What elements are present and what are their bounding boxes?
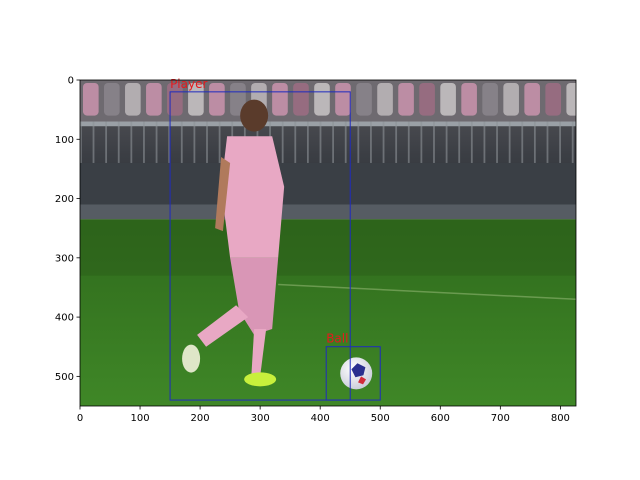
railing-bar (571, 121, 574, 163)
crowd-figure (293, 82, 309, 116)
x-tick-label: 400 (311, 413, 330, 424)
railing-bar (332, 121, 335, 163)
crowd-figure (377, 82, 393, 116)
y-tick-label: 200 (55, 194, 74, 205)
railing-bar (445, 121, 448, 163)
axes-frame (79, 79, 577, 407)
x-tick-label: 500 (371, 413, 390, 424)
x-tick-label: 0 (77, 413, 83, 424)
y-tick-label: 100 (55, 135, 74, 146)
player-shirt (221, 136, 285, 258)
railing-bar (281, 121, 284, 163)
railing-bar (407, 121, 410, 163)
player-leg-left (197, 305, 249, 347)
railing-bar (155, 121, 158, 163)
crowd-figure (104, 82, 120, 116)
crowd-figure (209, 82, 225, 116)
bbox-label-ball: Ball (326, 332, 348, 346)
player-boot-left (182, 344, 201, 373)
player-arm (215, 157, 231, 232)
crowd-figure (545, 82, 561, 116)
railing-bar (105, 121, 108, 163)
railing-bar (206, 121, 208, 163)
x-tick-label: 800 (551, 413, 570, 424)
railing-bar (180, 121, 183, 163)
railing-bar (306, 121, 309, 163)
crowd-figure (440, 82, 456, 116)
crowd-figure (272, 82, 288, 116)
crowd-figure (482, 82, 498, 116)
crowd-figure (125, 82, 141, 116)
ball-pattern (351, 363, 366, 378)
x-tick-label: 600 (431, 413, 450, 424)
player-head (240, 99, 269, 132)
crowd-figure (461, 82, 477, 116)
ball-pattern-red (358, 376, 367, 385)
railing-bar (168, 121, 171, 163)
y-tick-label: 500 (55, 372, 74, 383)
crowd-figure (167, 82, 183, 116)
bbox-ball (325, 346, 381, 401)
player-leg-right (251, 328, 267, 380)
grass-shadow (80, 219, 576, 276)
crowd-figure (398, 82, 414, 116)
crowd-figure (314, 82, 330, 116)
railing-bar (80, 121, 82, 163)
ad-board (80, 204, 576, 220)
crowd-figure (335, 82, 351, 116)
railing-bar (319, 121, 322, 163)
crowd-figure (188, 82, 204, 116)
x-tick-label: 100 (131, 413, 150, 424)
railing-bar (370, 121, 372, 163)
crowd-figure (503, 82, 519, 116)
railing-bar (420, 121, 423, 163)
railing-bar (218, 121, 221, 163)
railing-bar (433, 121, 435, 163)
crowd-figure (419, 82, 435, 116)
player-boot-right (244, 372, 277, 387)
x-tick-label: 300 (251, 413, 270, 424)
railing-bar (382, 121, 385, 163)
crowd-figure (230, 82, 246, 116)
y-tick-label: 400 (55, 313, 74, 324)
photo-background (80, 80, 576, 406)
railing (80, 121, 576, 127)
x-axis: 0 100 200 300 400 500 600 700 800 (77, 406, 570, 424)
railing-bar (521, 121, 524, 163)
x-tick-label: 200 (191, 413, 210, 424)
railing-bar (546, 121, 549, 163)
railing-bar (395, 121, 398, 163)
railing-bar (533, 121, 536, 163)
y-tick-label: 300 (55, 253, 74, 264)
crowd-figure (356, 82, 372, 116)
railing-bar (508, 121, 511, 163)
railing-bar (344, 121, 347, 163)
field-line (278, 283, 576, 301)
railing-bar (496, 121, 498, 163)
railing-bar (483, 121, 486, 163)
crowd-figure (146, 82, 162, 116)
crowd-figure (566, 82, 576, 116)
railing-bar (559, 121, 561, 163)
bbox-player (169, 91, 351, 401)
railing-bar (117, 121, 120, 163)
railing-bar (193, 121, 196, 163)
railing-bar (357, 121, 360, 163)
railing-bar (294, 121, 297, 163)
railing-bar (458, 121, 461, 163)
railing-bar (92, 121, 95, 163)
railing-bar (130, 121, 133, 163)
railing-bar (470, 121, 473, 163)
y-axis: 0 100 200 300 400 500 (55, 76, 80, 383)
crowd-figure (83, 82, 99, 116)
y-tick-label: 0 (68, 76, 74, 87)
crowd-figure (524, 82, 540, 116)
x-tick-label: 700 (491, 413, 510, 424)
bbox-label-player: Player (170, 77, 207, 91)
railing-bar (143, 121, 145, 163)
